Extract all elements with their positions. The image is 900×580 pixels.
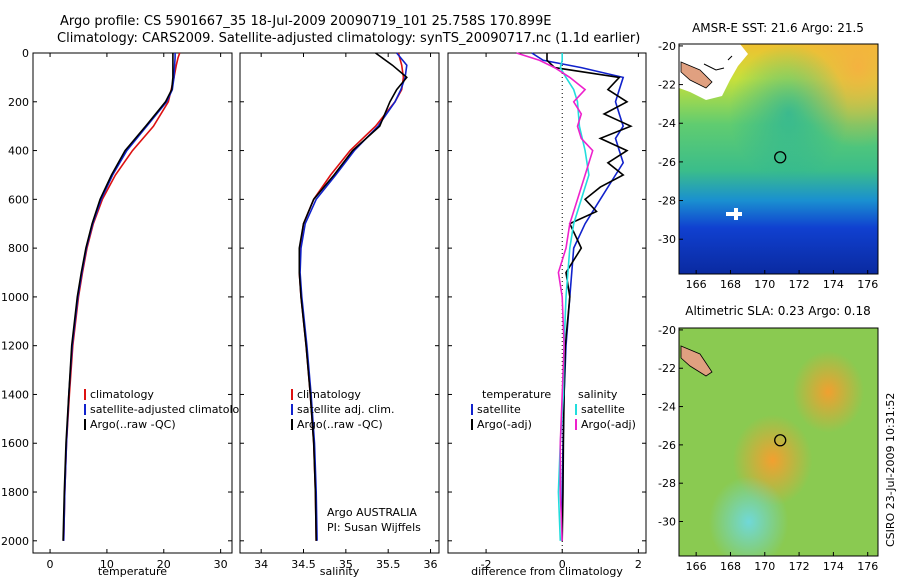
sst-map-frame (678, 43, 879, 275)
temperature-ytick-label: 1200 (1, 340, 29, 353)
temperature-xlabel: temperature (98, 565, 167, 578)
temperature-legend-label: satellite-adjusted climatology (90, 403, 253, 416)
sst-xtick-label: 170 (754, 278, 775, 291)
difference-legend-label: Argo(-adj) (581, 418, 636, 431)
sla-cool-patch (679, 328, 878, 556)
sla-profile-marker (774, 434, 787, 447)
difference-xtick-label: -2 (481, 558, 492, 571)
temperature-ytick-label: 1400 (1, 388, 29, 401)
sst-ytick-label: -24 (658, 117, 676, 130)
sla-map-frame (678, 327, 879, 557)
sst-map-title: AMSR-E SST: 21.6 Argo: 21.5 (692, 21, 864, 35)
temperature-xtick-label: 30 (214, 558, 228, 571)
sst-map-axes: 166 168 170 172 174 176 -20 -22 -24 -26 -28 -30 (658, 40, 878, 291)
temperature-xtick-label: 10 (100, 558, 114, 571)
sst-xtick-label: 168 (720, 278, 741, 291)
temperature-ytick-label: 1800 (1, 486, 29, 499)
difference-series-salinity-argo-adj- (516, 52, 594, 541)
salinity-xtick-label: 36 (424, 558, 438, 571)
temperature-legend-label: Argo(..raw -QC) (90, 418, 176, 431)
temperature-ytick-label: 200 (8, 96, 29, 109)
sst-xtick-label: 176 (857, 278, 878, 291)
figure-title-line1: Argo profile: CS 5901667_35 18-Jul-2009 … (60, 14, 551, 29)
salinity-xtick-label: 34.5 (291, 558, 316, 571)
sla-xtick-label: 176 (857, 560, 878, 573)
temperature-ytick-label: 0 (22, 47, 29, 60)
sla-xtick-label: 170 (754, 560, 775, 573)
sst-ytick-label: -26 (658, 156, 676, 169)
temperature-ytick-label: 1600 (1, 437, 29, 450)
sst-coastline (703, 55, 733, 71)
sla-map (679, 328, 878, 556)
temperature-panel: 0 200 400 600 800 1000 1200 1400 1600 1800 2000 0 10… (1, 47, 253, 578)
salinity-legend-label: climatology (297, 388, 361, 401)
salinity-panel: 34 34.5 35 35.5 36 salinity climatology satelli… (239, 52, 440, 578)
sst-ytick-label: -22 (658, 79, 676, 92)
temperature-xtick-label: 20 (157, 558, 171, 571)
sst-xtick-label: 174 (823, 278, 844, 291)
difference-xtick-label: 2 (635, 558, 642, 571)
sla-map-axes: 166 168 170 172 174 176 -20 -22 -24 -26 -28 -30 (658, 324, 878, 573)
difference-series-salinity-satellite (557, 53, 590, 541)
temperature-ytick-label: 800 (8, 242, 29, 255)
difference-panel: -2 0 2 difference from climatology temperatu… (447, 52, 647, 578)
salinity-legend-label: Argo(..raw -QC) (297, 418, 383, 431)
salinity-xtick-label: 35 (339, 558, 353, 571)
salinity-plot-frame (239, 52, 440, 554)
temperature-ytick-label: 1000 (1, 291, 29, 304)
sst-cloud-plus-icon (726, 208, 742, 220)
sst-ytick-label: -30 (658, 233, 676, 246)
sla-ytick-label: -24 (658, 401, 676, 414)
temperature-xtick-label: 0 (47, 558, 54, 571)
sla-xtick-label: 172 (789, 560, 810, 573)
csiro-timestamp: CSIRO 23-Jul-2009 10:31:52 (884, 393, 897, 547)
sla-ytick-label: -30 (658, 516, 676, 529)
salinity-xtick-label: 34 (254, 558, 268, 571)
sst-xtick-label: 166 (686, 278, 707, 291)
temperature-series-argo-raw-qc- (62, 53, 174, 541)
salinity-series-argo-raw-qc- (298, 52, 408, 541)
difference-plot-frame (447, 52, 647, 554)
difference-legend-heading: temperature (482, 388, 551, 401)
salinity-xtick-label: 35.5 (376, 558, 401, 571)
temperature-ytick-label: 400 (8, 145, 29, 158)
sla-ytick-label: -28 (658, 477, 676, 490)
salinity-legend-label: satellite adj. clim. (297, 403, 394, 416)
sst-landmass (680, 61, 713, 89)
sst-ytick-label: -20 (658, 40, 676, 53)
sst-map (679, 44, 878, 274)
sla-ytick-label: -26 (658, 439, 676, 452)
sla-xtick-label: 168 (720, 560, 741, 573)
temperature-ytick-label: 600 (8, 193, 29, 206)
difference-xtick-label: 0 (559, 558, 566, 571)
sla-ytick-label: -20 (658, 324, 676, 337)
argo-credit-line2: PI: Susan Wijffels (327, 521, 421, 534)
sst-profile-marker (774, 151, 787, 164)
sst-ytick-label: -28 (658, 195, 676, 208)
difference-legend-heading: salinity (578, 388, 618, 401)
sla-ytick-label: -22 (658, 362, 676, 375)
sst-xtick-label: 172 (789, 278, 810, 291)
sla-landmass (680, 345, 713, 377)
sla-xtick-label: 174 (823, 560, 844, 573)
difference-legend-label: satellite (477, 403, 521, 416)
difference-xlabel: difference from climatology (471, 565, 623, 578)
figure-title-line2: Climatology: CARS2009. Satellite-adjuste… (57, 31, 640, 46)
difference-legend-label: satellite (581, 403, 625, 416)
temperature-ytick-label: 2000 (1, 535, 29, 548)
difference-legend-label: Argo(-adj) (477, 418, 532, 431)
difference-series-temperature-argo-adj- (546, 53, 633, 541)
temperature-plot-frame (32, 52, 233, 554)
sla-map-title: Altimetric SLA: 0.23 Argo: 0.18 (685, 304, 870, 318)
salinity-xlabel: salinity (320, 565, 360, 578)
sla-xtick-label: 166 (686, 560, 707, 573)
sst-land-mask (679, 44, 748, 100)
argo-credit-line1: Argo AUSTRALIA (327, 506, 417, 519)
temperature-legend-label: climatology (90, 388, 154, 401)
